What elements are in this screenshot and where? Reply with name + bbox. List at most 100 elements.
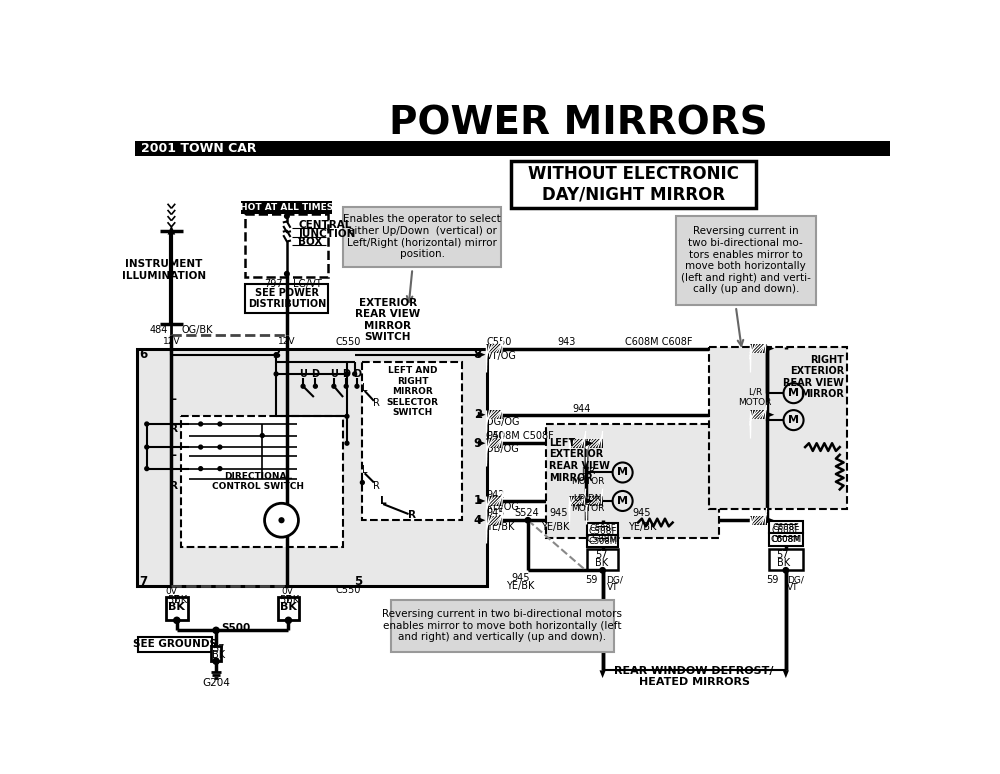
Bar <box>587 535 618 547</box>
Text: WITHOUT ELECTRONIC
DAY/NIGHT MIRROR: WITHOUT ELECTRONIC DAY/NIGHT MIRROR <box>528 165 739 204</box>
Bar <box>769 533 803 546</box>
Text: LEFT AND
RIGHT
MIRROR
SELECTOR
SWITCH: LEFT AND RIGHT MIRROR SELECTOR SWITCH <box>386 366 438 417</box>
Circle shape <box>285 617 292 623</box>
Text: DG/: DG/ <box>787 575 804 584</box>
Text: DIRECTIONAL
CONTROL SWITCH: DIRECTIONAL CONTROL SWITCH <box>212 472 304 491</box>
Text: BK: BK <box>174 595 188 605</box>
Polygon shape <box>478 412 486 418</box>
Text: Reversing current in
two bi-directional mo-
tors enables mirror to
move both hor: Reversing current in two bi-directional … <box>681 226 811 294</box>
Polygon shape <box>767 517 774 523</box>
Text: BOX: BOX <box>298 238 323 247</box>
Text: R: R <box>170 481 178 491</box>
Text: 59: 59 <box>585 574 597 584</box>
Text: BK: BK <box>595 557 608 567</box>
Text: 57: 57 <box>777 550 789 560</box>
Text: CENTRAL: CENTRAL <box>298 221 352 231</box>
Text: 1: 1 <box>474 495 482 508</box>
Text: R: R <box>373 398 380 408</box>
Bar <box>511 161 756 208</box>
Text: C608F: C608F <box>772 522 799 532</box>
Text: C550: C550 <box>335 337 361 347</box>
FancyBboxPatch shape <box>343 207 501 267</box>
Text: M: M <box>788 389 799 398</box>
Text: BK: BK <box>212 650 225 660</box>
Text: POWER MIRRORS: POWER MIRRORS <box>389 104 768 142</box>
Bar <box>137 348 487 586</box>
Circle shape <box>613 463 633 482</box>
Circle shape <box>213 627 219 633</box>
Polygon shape <box>586 440 593 447</box>
Text: 944: 944 <box>573 403 591 413</box>
Text: M: M <box>617 467 628 478</box>
Text: SEE POWER
DISTRIBUTION: SEE POWER DISTRIBUTION <box>248 288 326 310</box>
Bar <box>486 515 503 525</box>
Text: 8: 8 <box>474 348 482 361</box>
Bar <box>586 439 603 448</box>
Text: VT: VT <box>606 583 618 591</box>
Text: 2: 2 <box>474 408 482 421</box>
Text: OG/BK: OG/BK <box>181 325 213 335</box>
Text: 945: 945 <box>549 509 568 519</box>
Bar <box>245 214 328 277</box>
Text: 0V: 0V <box>281 587 293 596</box>
Polygon shape <box>478 498 486 504</box>
Bar <box>587 549 618 570</box>
Text: DG/: DG/ <box>606 575 623 584</box>
Bar <box>769 521 803 533</box>
Bar <box>486 410 503 420</box>
Text: D: D <box>311 369 319 379</box>
Circle shape <box>345 414 349 418</box>
Text: C608M: C608M <box>770 535 801 544</box>
Text: 6: 6 <box>139 348 147 361</box>
Circle shape <box>274 353 278 357</box>
Text: SEE GROUNDS: SEE GROUNDS <box>133 639 217 649</box>
Circle shape <box>285 272 289 276</box>
Text: LG/VT: LG/VT <box>293 279 322 289</box>
Text: S500: S500 <box>221 623 251 633</box>
Text: 12V: 12V <box>278 337 296 346</box>
Polygon shape <box>478 517 486 523</box>
Circle shape <box>301 385 305 389</box>
Text: Reversing current in two bi-directional motors
enables mirror to move both horiz: Reversing current in two bi-directional … <box>382 609 622 642</box>
Text: 57: 57 <box>212 644 225 654</box>
Circle shape <box>218 467 222 471</box>
Text: INSTRUMENT
ILLUMINATION: INSTRUMENT ILLUMINATION <box>122 259 206 281</box>
Text: R: R <box>373 481 380 491</box>
FancyBboxPatch shape <box>391 600 614 652</box>
Circle shape <box>145 445 149 449</box>
Text: DG/OG: DG/OG <box>486 417 520 427</box>
Text: VT/OG: VT/OG <box>486 351 517 361</box>
Bar <box>569 439 586 448</box>
Text: BK: BK <box>777 557 790 567</box>
Circle shape <box>199 467 203 471</box>
Text: L: L <box>362 383 367 392</box>
Text: YE/BK: YE/BK <box>486 522 515 533</box>
Bar <box>486 496 503 505</box>
Text: 59: 59 <box>766 574 778 584</box>
Bar <box>181 416 343 547</box>
Circle shape <box>213 658 219 664</box>
Text: 2001 TOWN CAR: 2001 TOWN CAR <box>141 142 257 155</box>
Polygon shape <box>586 498 593 504</box>
Bar <box>709 347 847 509</box>
Circle shape <box>199 445 203 449</box>
Bar <box>750 344 767 353</box>
Text: M: M <box>617 496 628 506</box>
Bar <box>486 439 503 448</box>
Circle shape <box>278 517 285 523</box>
Text: YE/BK: YE/BK <box>628 522 656 533</box>
Text: S524: S524 <box>514 509 539 519</box>
Text: BK: BK <box>280 602 297 612</box>
Bar <box>362 362 462 520</box>
Circle shape <box>285 214 289 218</box>
Text: L: L <box>170 392 177 402</box>
Text: 12V: 12V <box>163 337 180 346</box>
Text: 57: 57 <box>279 595 292 605</box>
Text: 57: 57 <box>168 595 180 605</box>
Text: LEFT
EXTERIOR
REAR VIEW
MIRROR: LEFT EXTERIOR REAR VIEW MIRROR <box>549 438 610 483</box>
Circle shape <box>784 383 804 403</box>
Circle shape <box>360 481 364 485</box>
Circle shape <box>332 385 336 389</box>
Bar <box>278 598 299 620</box>
Circle shape <box>265 503 298 537</box>
